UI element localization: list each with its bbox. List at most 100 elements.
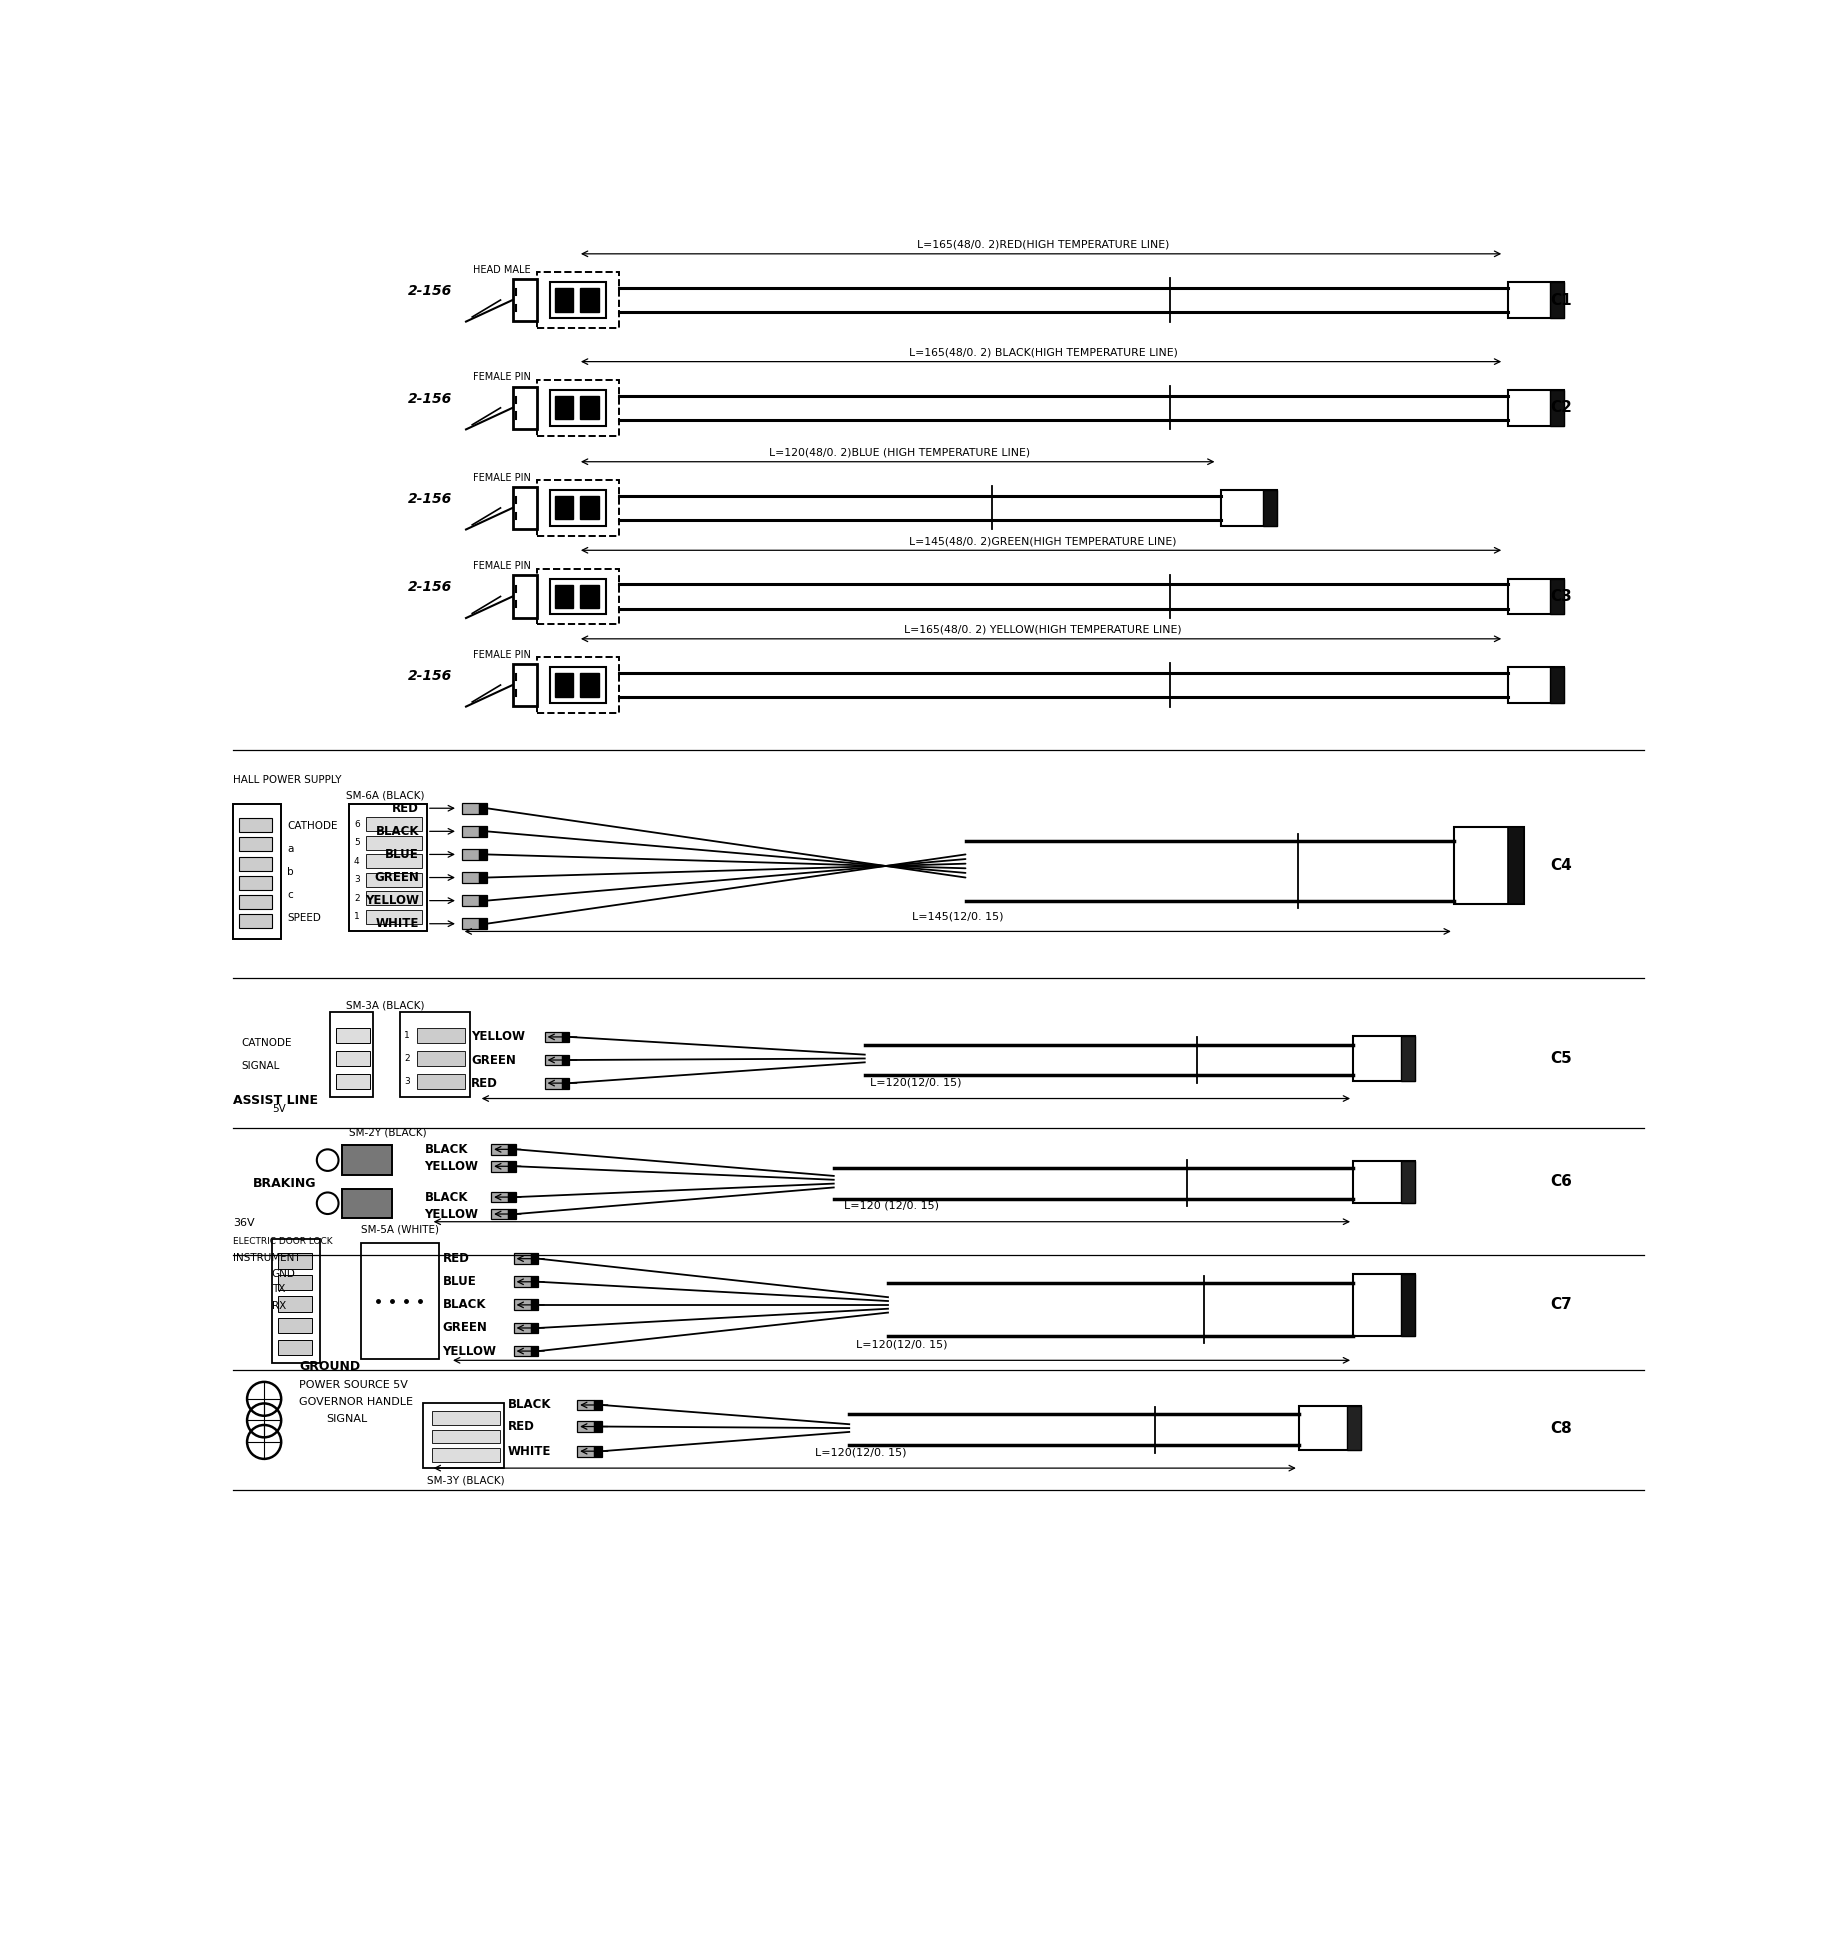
Bar [594, 1422, 602, 1431]
Bar [433, 1449, 499, 1462]
Text: 2-156: 2-156 [407, 392, 451, 406]
Text: YELLOW: YELLOW [424, 1208, 479, 1220]
Bar [514, 1346, 530, 1356]
Text: BLACK: BLACK [424, 1142, 468, 1155]
Text: SM-5A (WHITE): SM-5A (WHITE) [361, 1223, 438, 1233]
Bar [508, 1161, 515, 1171]
Bar [1508, 882, 1520, 889]
Bar [1550, 282, 1564, 318]
Bar [279, 1319, 312, 1334]
Text: ELECTRIC DOOR LOCK: ELECTRIC DOOR LOCK [233, 1237, 332, 1247]
Bar [367, 818, 422, 831]
Text: YELLOW: YELLOW [442, 1344, 497, 1357]
Text: YELLOW: YELLOW [424, 1159, 479, 1173]
Text: L=120(48/0. 2)BLUE (HIGH TEMPERATURE LINE): L=120(48/0. 2)BLUE (HIGH TEMPERATURE LIN… [768, 449, 1031, 458]
Bar [479, 849, 486, 860]
Bar [492, 1144, 508, 1155]
Text: C1: C1 [1550, 293, 1572, 307]
Text: C8: C8 [1550, 1422, 1572, 1435]
Text: WHITE: WHITE [508, 1445, 550, 1458]
Text: 3: 3 [354, 876, 359, 884]
Text: FEMALE PIN: FEMALE PIN [473, 561, 532, 571]
Text: L=145(12/0. 15): L=145(12/0. 15) [911, 911, 1003, 921]
Bar [1508, 668, 1564, 703]
Text: BLUE: BLUE [442, 1276, 477, 1288]
Text: L=120 (12/0. 15): L=120 (12/0. 15) [844, 1200, 939, 1212]
Text: YELLOW: YELLOW [471, 1031, 525, 1043]
Text: C6: C6 [1550, 1175, 1572, 1189]
Bar [580, 585, 600, 608]
Bar [580, 497, 600, 519]
Bar [367, 835, 422, 851]
Text: C2: C2 [1550, 400, 1572, 416]
Text: C3: C3 [1550, 588, 1572, 604]
Text: GOVERNOR HANDLE: GOVERNOR HANDLE [299, 1396, 413, 1406]
Bar [1401, 1161, 1416, 1202]
Bar [424, 1402, 504, 1468]
Text: SM-3Y (BLACK): SM-3Y (BLACK) [427, 1476, 504, 1486]
Bar [1508, 870, 1520, 878]
Bar [492, 1192, 508, 1202]
Text: RED: RED [392, 802, 420, 816]
Text: b: b [288, 868, 293, 878]
Text: GND: GND [271, 1268, 295, 1278]
Bar [530, 1276, 539, 1288]
Bar [279, 1297, 312, 1311]
Bar [537, 656, 618, 713]
Bar [508, 1144, 515, 1155]
Text: GREEN: GREEN [374, 872, 420, 884]
Text: GREEN: GREEN [471, 1053, 515, 1066]
Bar [279, 1274, 312, 1289]
Bar [530, 1346, 539, 1356]
Bar [341, 1146, 392, 1175]
Text: 36V: 36V [233, 1218, 255, 1227]
Bar [561, 1078, 570, 1089]
Bar [550, 390, 605, 425]
Bar [545, 1031, 561, 1043]
Bar [479, 919, 486, 928]
Text: L=165(48/0. 2)RED(HIGH TEMPERATURE LINE): L=165(48/0. 2)RED(HIGH TEMPERATURE LINE) [917, 241, 1170, 251]
Bar [1401, 1037, 1416, 1082]
Text: INSTRUMENT: INSTRUMENT [233, 1253, 301, 1262]
Bar [348, 804, 427, 932]
Bar [361, 1243, 438, 1359]
Text: 5: 5 [354, 839, 359, 847]
Text: RED: RED [442, 1253, 470, 1264]
Bar [537, 569, 618, 623]
Bar [433, 1412, 499, 1425]
Text: 5V: 5V [271, 1103, 286, 1113]
Text: GROUND: GROUND [299, 1359, 359, 1373]
Bar [479, 872, 486, 884]
Bar [508, 1192, 515, 1202]
Text: c: c [288, 889, 293, 901]
Text: C4: C4 [1550, 858, 1572, 874]
Bar [1298, 1406, 1361, 1451]
Bar [1401, 1274, 1416, 1336]
Text: CATHODE: CATHODE [288, 821, 337, 831]
Bar [238, 837, 271, 851]
Text: 1: 1 [354, 913, 359, 921]
Bar [330, 1012, 372, 1097]
Bar [554, 396, 574, 419]
Text: L=120(12/0. 15): L=120(12/0. 15) [814, 1447, 906, 1456]
Bar [537, 480, 618, 536]
Bar [462, 872, 479, 884]
Text: RED: RED [508, 1420, 534, 1433]
Bar [537, 272, 618, 328]
Text: 6: 6 [354, 820, 359, 829]
Bar [462, 919, 479, 928]
Bar [1221, 489, 1276, 526]
Bar [1508, 891, 1520, 899]
Bar [400, 1012, 470, 1097]
Bar [1508, 827, 1524, 905]
Bar [550, 579, 605, 614]
Text: L=145(48/0. 2)GREEN(HIGH TEMPERATURE LINE): L=145(48/0. 2)GREEN(HIGH TEMPERATURE LIN… [910, 536, 1177, 546]
Bar [554, 289, 574, 311]
Bar [580, 674, 600, 697]
Bar [580, 289, 600, 311]
Bar [492, 1208, 508, 1220]
Bar [537, 381, 618, 435]
Bar [554, 585, 574, 608]
Bar [512, 487, 537, 528]
Text: SIGNAL: SIGNAL [326, 1414, 367, 1423]
